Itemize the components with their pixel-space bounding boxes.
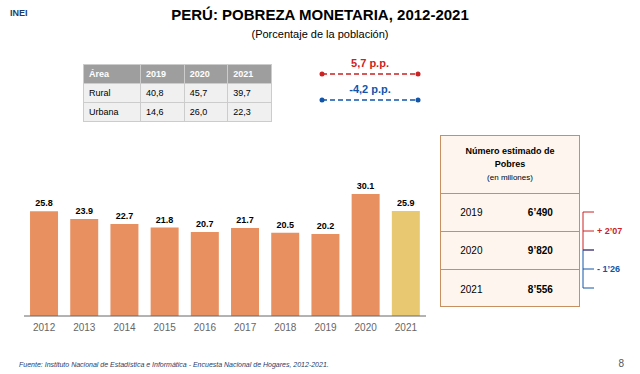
html-text:+ 2’07: + 2’07 — [597, 226, 623, 236]
svg-text:21.8: 21.8 — [156, 215, 174, 225]
html-text:22,3: 22,3 — [233, 107, 251, 117]
svg-text:2019: 2019 — [314, 322, 337, 333]
html-text:39,7: 39,7 — [233, 88, 251, 98]
svg-text:2015: 2015 — [154, 322, 177, 333]
html-text:6’490: 6’490 — [527, 207, 553, 218]
html-text:5,7 p.p.: 5,7 p.p. — [351, 57, 389, 69]
html-text:2020: 2020 — [460, 245, 483, 256]
svg-text:25.8: 25.8 — [35, 198, 53, 208]
html-text:Pobres: Pobres — [494, 159, 526, 169]
html-text:Área: Área — [89, 69, 109, 79]
html-text:8’556: 8’556 — [527, 283, 553, 295]
svg-text:2016: 2016 — [194, 322, 217, 333]
svg-text:2013: 2013 — [73, 322, 96, 333]
html-text:2021: 2021 — [233, 69, 254, 79]
svg-text:2020: 2020 — [355, 322, 378, 333]
svg-text:2017: 2017 — [234, 322, 257, 333]
svg-text:2012: 2012 — [33, 322, 56, 333]
svg-text:20.2: 20.2 — [317, 221, 335, 231]
html-text:2021: 2021 — [460, 283, 483, 295]
svg-text:21.7: 21.7 — [236, 215, 254, 225]
html-text:Urbana: Urbana — [89, 107, 119, 117]
svg-text:25.9: 25.9 — [397, 198, 415, 208]
html-text:Fuente: Instituto Nacional de: Fuente: Instituto Nacional de Estadístic… — [19, 361, 329, 368]
html-text:- 1’26: - 1’26 — [597, 264, 620, 274]
svg-text:30.1: 30.1 — [357, 181, 375, 191]
html-text:26,0: 26,0 — [189, 107, 208, 117]
html-text:-4,2 p.p.: -4,2 p.p. — [349, 83, 391, 95]
html-text:2019: 2019 — [460, 207, 483, 218]
html-text:14,6: 14,6 — [146, 107, 164, 117]
svg-text:20.7: 20.7 — [196, 219, 214, 229]
html-text:40,8: 40,8 — [146, 88, 164, 98]
svg-text:2014: 2014 — [113, 322, 136, 333]
svg-text:23.9: 23.9 — [75, 206, 93, 216]
html-text:9’820: 9’820 — [527, 245, 553, 256]
html-text:45,7: 45,7 — [189, 88, 208, 98]
svg-text:2021: 2021 — [395, 322, 418, 333]
html-text:PERÚ: POBREZA MONETARIA, 2012-: PERÚ: POBREZA MONETARIA, 2012-2021 — [171, 6, 469, 23]
html-text:2019: 2019 — [146, 69, 166, 79]
html-text:(en millones): (en millones) — [487, 173, 533, 182]
svg-text:22.7: 22.7 — [116, 211, 134, 221]
html-text:INEI: INEI — [10, 8, 28, 18]
svg-text:20.5: 20.5 — [276, 220, 294, 230]
html-text:2020: 2020 — [189, 69, 210, 79]
svg-text:2018: 2018 — [274, 322, 297, 333]
html-text:Número estimado de: Número estimado de — [465, 146, 555, 156]
html-text:Rural: Rural — [89, 88, 111, 98]
html-text:(Porcentaje de la población): (Porcentaje de la población) — [251, 28, 389, 40]
html-text:8: 8 — [618, 358, 624, 369]
